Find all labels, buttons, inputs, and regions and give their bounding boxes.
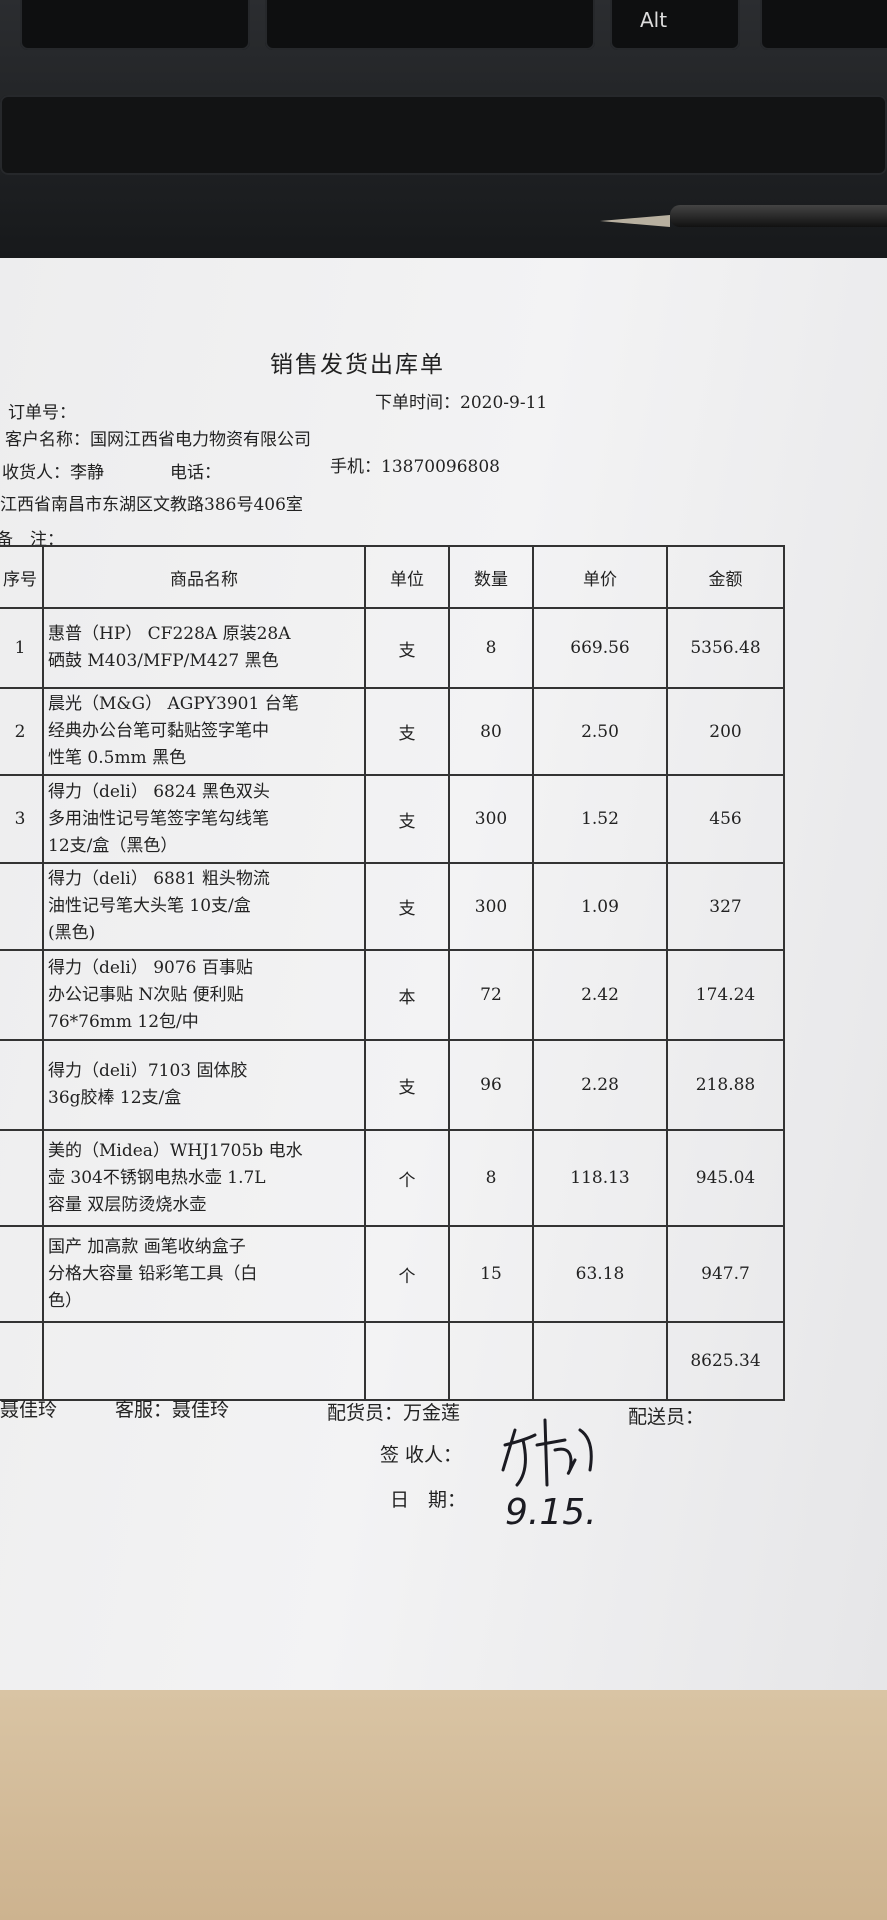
row-name: 国产 加高款 画笔收纳盒子 分格大容量 铅彩笔工具（白 色） — [42, 1225, 366, 1323]
col-price: 单价 — [532, 545, 668, 609]
row-amount: 327 — [666, 862, 785, 951]
keyboard-row — [0, 95, 887, 175]
row-qty: 8 — [448, 607, 534, 689]
row-name: 晨光（M&G） AGPY3901 台笔 经典办公台笔可黏贴签字笔中 性笔 0.5… — [42, 687, 366, 776]
row-unit: 支 — [364, 607, 450, 689]
row-price: 2.50 — [532, 687, 668, 776]
row-seq — [0, 1129, 44, 1227]
row-unit: 个 — [364, 1225, 450, 1323]
row-price: 669.56 — [532, 607, 668, 689]
row-price: 1.09 — [532, 862, 668, 951]
picker: 配货员：万金莲 — [327, 1402, 461, 1424]
table-row: 得力（deli） 9076 百事贴 办公记事贴 N次贴 便利贴 76*76mm … — [0, 949, 785, 1041]
keyboard-key-windows — [760, 0, 887, 50]
row-amount: 456 — [666, 774, 785, 864]
row-unit: 支 — [364, 687, 450, 776]
order-number-label: 订单号： — [8, 403, 76, 423]
handwritten-date: 9.15. — [505, 1492, 597, 1533]
customer-name: 客户名称：国网江西省电力物资有限公司 — [5, 430, 311, 450]
phone-label: 电话： — [170, 463, 221, 483]
total-row: 8625.34 — [0, 1321, 785, 1401]
row-price: 1.52 — [532, 774, 668, 864]
date-label: 日 期： — [390, 1489, 467, 1511]
receiver: 收货人：李静 — [2, 463, 104, 483]
row-price: 2.28 — [532, 1039, 668, 1131]
row-name: 得力（deli） 6881 粗头物流 油性记号笔大头笔 10支/盒 (黑色) — [42, 862, 366, 951]
row-name: 惠普（HP） CF228A 原装28A 硒鼓 M403/MFP/M427 黑色 — [42, 607, 366, 689]
row-unit: 个 — [364, 1129, 450, 1227]
total-empty — [0, 1321, 44, 1401]
items-table: 序号 商品名称 单位 数量 单价 金额 1 惠普（HP） CF228A 原装28A… — [0, 545, 785, 1401]
keyboard-background: Alt — [0, 0, 887, 270]
row-name: 得力（deli）7103 固体胶 36g胶棒 12支/盒 — [42, 1039, 366, 1131]
total-empty — [42, 1321, 366, 1401]
total-empty — [364, 1321, 450, 1401]
row-qty: 15 — [448, 1225, 534, 1323]
mobile-number: 手机：13870096808 — [330, 457, 500, 477]
maker: 聂佳玲 — [0, 1399, 58, 1421]
row-unit: 支 — [364, 862, 450, 951]
row-qty: 8 — [448, 1129, 534, 1227]
table-row: 国产 加高款 画笔收纳盒子 分格大容量 铅彩笔工具（白 色）个 15 63.18 94… — [0, 1225, 785, 1323]
document-title: 销售发货出库单 — [270, 352, 445, 378]
total-empty — [532, 1321, 668, 1401]
pen — [670, 205, 887, 227]
row-name: 美的（Midea）WHJ1705b 电水 壶 304不锈钢电热水壶 1.7L 容… — [42, 1129, 366, 1227]
row-unit: 支 — [364, 774, 450, 864]
row-name: 得力（deli） 9076 百事贴 办公记事贴 N次贴 便利贴 76*76mm … — [42, 949, 366, 1041]
table-row: 2 晨光（M&G） AGPY3901 台笔 经典办公台笔可黏贴签字笔中 性笔 0.… — [0, 687, 785, 776]
total-amount: 8625.34 — [666, 1321, 785, 1401]
row-seq: 2 — [0, 687, 44, 776]
row-amount: 174.24 — [666, 949, 785, 1041]
keyboard-key — [20, 0, 250, 50]
keyboard-key-alt — [610, 0, 740, 50]
row-price: 118.13 — [532, 1129, 668, 1227]
table-row: 得力（deli）7103 固体胶 36g胶棒 12支/盒支 96 2.28 218.8… — [0, 1039, 785, 1131]
col-amount: 金额 — [666, 545, 785, 609]
order-time: 下单时间：2020-9-11 — [375, 393, 548, 413]
remark-label: 备 注： — [0, 530, 64, 550]
customer-service: 客服：聂佳玲 — [115, 1399, 230, 1421]
col-name: 商品名称 — [42, 545, 366, 609]
row-amount: 947.7 — [666, 1225, 785, 1323]
table-row: 得力（deli） 6881 粗头物流 油性记号笔大头笔 10支/盒 (黑色) 支 3… — [0, 862, 785, 951]
table-row: 1 惠普（HP） CF228A 原装28A 硒鼓 M403/MFP/M427 黑色… — [0, 607, 785, 689]
row-name: 得力（deli） 6824 黑色双头 多用油性记号笔签字笔勾线笔 12支/盒（黑… — [42, 774, 366, 864]
keyboard-key — [265, 0, 595, 50]
row-unit: 本 — [364, 949, 450, 1041]
total-empty — [448, 1321, 534, 1401]
row-amount: 200 — [666, 687, 785, 776]
pen-tip — [600, 215, 670, 227]
row-seq: 3 — [0, 774, 44, 864]
table-row: 美的（Midea）WHJ1705b 电水 壶 304不锈钢电热水壶 1.7L 容… — [0, 1129, 785, 1227]
table-row: 3 得力（deli） 6824 黑色双头 多用油性记号笔签字笔勾线笔 12支/盒（… — [0, 774, 785, 864]
signer-label: 签 收人： — [380, 1444, 463, 1466]
handwritten-signature — [501, 1418, 593, 1487]
deliverer-label: 配送员： — [628, 1406, 705, 1428]
row-amount: 945.04 — [666, 1129, 785, 1227]
col-qty: 数量 — [448, 545, 534, 609]
row-qty: 72 — [448, 949, 534, 1041]
row-price: 63.18 — [532, 1225, 668, 1323]
alt-key-label: Alt — [640, 8, 668, 32]
row-amount: 5356.48 — [666, 607, 785, 689]
row-seq — [0, 862, 44, 951]
wood-table — [0, 1690, 887, 1920]
row-seq — [0, 1225, 44, 1323]
col-seq: 序号 — [0, 545, 44, 609]
row-seq: 1 — [0, 607, 44, 689]
row-price: 2.42 — [532, 949, 668, 1041]
row-seq — [0, 949, 44, 1041]
address: 江西省南昌市东湖区文教路386号406室 — [0, 495, 303, 515]
row-qty: 80 — [448, 687, 534, 776]
row-qty: 96 — [448, 1039, 534, 1131]
col-unit: 单位 — [364, 545, 450, 609]
row-seq — [0, 1039, 44, 1131]
row-unit: 支 — [364, 1039, 450, 1131]
row-qty: 300 — [448, 774, 534, 864]
row-amount: 218.88 — [666, 1039, 785, 1131]
row-qty: 300 — [448, 862, 534, 951]
table-header: 序号 商品名称 单位 数量 单价 金额 — [0, 545, 785, 609]
